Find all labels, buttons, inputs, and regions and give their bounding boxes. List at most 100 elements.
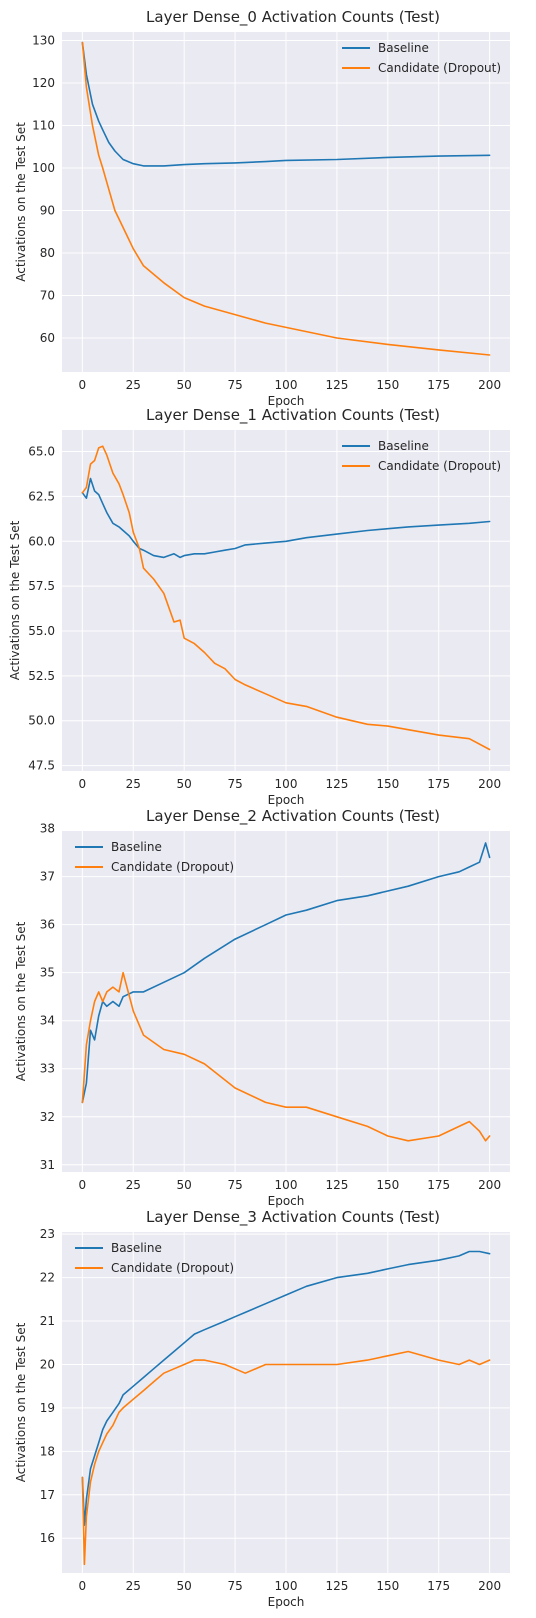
x-axis-label: Epoch bbox=[268, 793, 305, 807]
x-axis-label: Epoch bbox=[268, 394, 305, 408]
y-tick-label: 17 bbox=[40, 1488, 55, 1502]
series-line-baseline bbox=[81, 41, 491, 167]
y-tick-label: 80 bbox=[40, 246, 55, 260]
x-tick-label: 75 bbox=[227, 1178, 242, 1192]
y-tick-label: 16 bbox=[40, 1531, 55, 1545]
y-tick-label: 33 bbox=[40, 1062, 55, 1076]
legend-entry-candidate: Candidate (Dropout) bbox=[378, 459, 501, 473]
y-tick-label: 35 bbox=[40, 966, 55, 980]
legend: Baseline Candidate (Dropout) bbox=[75, 840, 234, 874]
x-tick-label: 150 bbox=[376, 1579, 399, 1593]
x-tick-label: 100 bbox=[275, 1178, 298, 1192]
y-tick-label: 55.0 bbox=[28, 624, 55, 638]
y-tick-label: 21 bbox=[40, 1314, 55, 1328]
y-tick-label: 60 bbox=[40, 331, 55, 345]
y-tick-label: 31 bbox=[40, 1158, 55, 1172]
x-tick-label: 0 bbox=[79, 1579, 87, 1593]
x-tick-label: 200 bbox=[478, 1579, 501, 1593]
x-tick-label: 25 bbox=[126, 378, 141, 392]
x-tick-label: 100 bbox=[275, 378, 298, 392]
x-tick-label: 150 bbox=[376, 777, 399, 791]
x-tick-label: 175 bbox=[427, 378, 450, 392]
x-tick-label: 125 bbox=[325, 378, 348, 392]
legend-entry-baseline: Baseline bbox=[378, 41, 429, 55]
chart-panel-dense-3: Layer Dense_3 Activation Counts (Test) 0… bbox=[14, 1208, 510, 1609]
y-tick-label: 50.0 bbox=[28, 714, 55, 728]
x-tick-label: 125 bbox=[325, 777, 348, 791]
x-tick-label: 150 bbox=[376, 378, 399, 392]
series-line-candidate bbox=[81, 445, 491, 751]
x-tick-label: 175 bbox=[427, 1579, 450, 1593]
y-tick-label: 100 bbox=[32, 161, 55, 175]
x-tick-label: 100 bbox=[275, 1579, 298, 1593]
x-tick-label: 0 bbox=[79, 378, 87, 392]
x-axis-label: Epoch bbox=[268, 1194, 305, 1208]
x-tick-label: 175 bbox=[427, 1178, 450, 1192]
y-tick-label: 60.0 bbox=[28, 534, 55, 548]
x-tick-label: 25 bbox=[126, 1579, 141, 1593]
x-tick-label: 25 bbox=[126, 777, 141, 791]
x-tick-label: 25 bbox=[126, 1178, 141, 1192]
y-tick-label: 19 bbox=[40, 1401, 55, 1415]
series-line-baseline bbox=[81, 1250, 491, 1526]
y-axis-label: Activations on the Test Set bbox=[8, 520, 22, 680]
x-tick-label: 50 bbox=[177, 777, 192, 791]
y-tick-label: 90 bbox=[40, 204, 55, 218]
x-tick-label: 175 bbox=[427, 777, 450, 791]
y-tick-label: 65.0 bbox=[28, 445, 55, 459]
chart-title: Layer Dense_2 Activation Counts (Test) bbox=[146, 807, 440, 826]
series-line-candidate bbox=[81, 1350, 491, 1566]
y-tick-label: 52.5 bbox=[28, 669, 55, 683]
chart-title: Layer Dense_1 Activation Counts (Test) bbox=[146, 406, 440, 425]
legend-entry-baseline: Baseline bbox=[111, 1241, 162, 1255]
series-line-baseline bbox=[81, 477, 491, 559]
y-axis-label: Activations on the Test Set bbox=[14, 921, 28, 1081]
x-tick-label: 200 bbox=[478, 1178, 501, 1192]
x-tick-label: 150 bbox=[376, 1178, 399, 1192]
y-tick-label: 130 bbox=[32, 34, 55, 48]
x-tick-label: 75 bbox=[227, 378, 242, 392]
legend-entry-candidate: Candidate (Dropout) bbox=[111, 1261, 234, 1275]
chart-title: Layer Dense_0 Activation Counts (Test) bbox=[146, 8, 440, 27]
y-tick-label: 57.5 bbox=[28, 579, 55, 593]
y-tick-label: 120 bbox=[32, 76, 55, 90]
y-tick-label: 20 bbox=[40, 1357, 55, 1371]
legend-entry-candidate: Candidate (Dropout) bbox=[378, 61, 501, 75]
x-tick-label: 50 bbox=[177, 378, 192, 392]
x-tick-label: 50 bbox=[177, 1579, 192, 1593]
legend-entry-baseline: Baseline bbox=[378, 439, 429, 453]
y-tick-label: 37 bbox=[40, 870, 55, 884]
x-tick-label: 125 bbox=[325, 1178, 348, 1192]
x-axis-label: Epoch bbox=[268, 1595, 305, 1609]
legend: Baseline Candidate (Dropout) bbox=[342, 41, 501, 75]
chart-panel-dense-0: Layer Dense_0 Activation Counts (Test) 0… bbox=[14, 8, 510, 408]
x-tick-label: 75 bbox=[227, 777, 242, 791]
legend-entry-baseline: Baseline bbox=[111, 840, 162, 854]
y-tick-label: 70 bbox=[40, 289, 55, 303]
y-tick-label: 47.5 bbox=[28, 759, 55, 773]
series-line-baseline bbox=[81, 842, 491, 1104]
y-tick-label: 38 bbox=[40, 822, 55, 836]
y-tick-label: 62.5 bbox=[28, 489, 55, 503]
chart-panel-dense-2: Layer Dense_2 Activation Counts (Test) 0… bbox=[14, 807, 510, 1208]
legend-entry-candidate: Candidate (Dropout) bbox=[111, 860, 234, 874]
x-tick-label: 75 bbox=[227, 1579, 242, 1593]
x-tick-label: 125 bbox=[325, 1579, 348, 1593]
y-tick-label: 22 bbox=[40, 1271, 55, 1285]
y-tick-label: 110 bbox=[32, 119, 55, 133]
x-tick-label: 50 bbox=[177, 1178, 192, 1192]
y-axis-label: Activations on the Test Set bbox=[14, 1322, 28, 1482]
legend: Baseline Candidate (Dropout) bbox=[342, 439, 501, 473]
y-tick-label: 32 bbox=[40, 1110, 55, 1124]
y-tick-label: 18 bbox=[40, 1444, 55, 1458]
legend: Baseline Candidate (Dropout) bbox=[75, 1241, 234, 1275]
x-tick-label: 200 bbox=[478, 777, 501, 791]
x-tick-label: 100 bbox=[275, 777, 298, 791]
y-tick-label: 23 bbox=[40, 1227, 55, 1241]
series-line-candidate bbox=[81, 971, 491, 1142]
x-tick-label: 200 bbox=[478, 378, 501, 392]
chart-title: Layer Dense_3 Activation Counts (Test) bbox=[146, 1208, 440, 1227]
x-tick-label: 0 bbox=[79, 1178, 87, 1192]
y-tick-label: 34 bbox=[40, 1014, 55, 1028]
